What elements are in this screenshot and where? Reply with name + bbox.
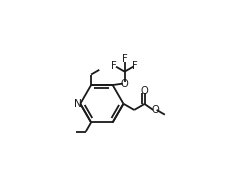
Text: O: O [121,79,128,89]
Text: F: F [122,54,128,64]
Text: O: O [141,86,148,96]
Text: F: F [132,61,138,70]
Text: O: O [151,105,159,115]
Text: N: N [74,99,82,109]
Text: F: F [111,61,117,70]
